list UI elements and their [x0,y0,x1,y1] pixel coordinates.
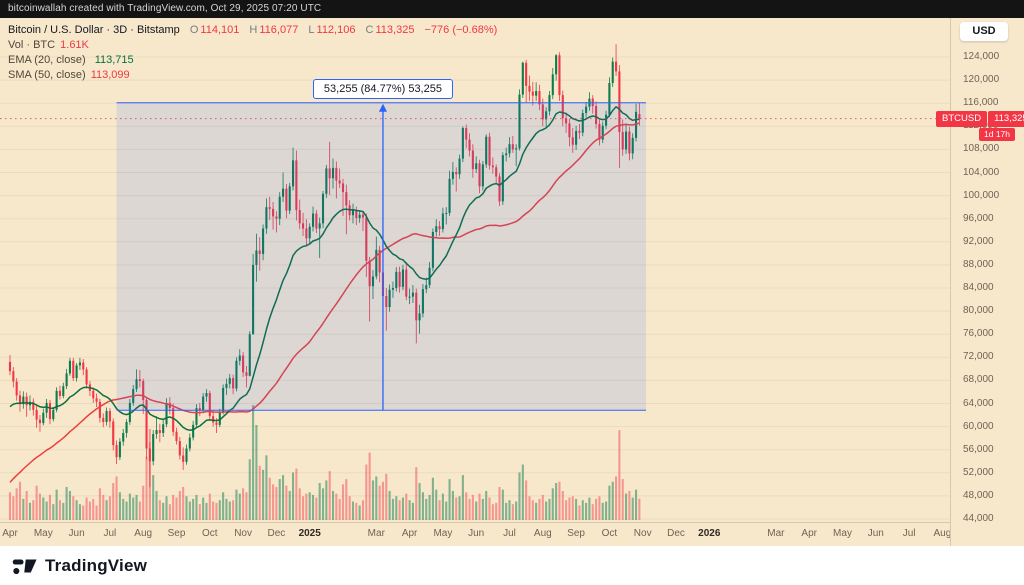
time-axis-month-label: Aug [933,528,952,539]
ema-value: 113,715 [94,54,134,66]
time-axis-month-label: Apr [2,528,18,539]
price-tick-label: 80,000 [963,305,994,317]
time-axis-month-label: Mar [767,528,785,539]
time-axis-month-label: Oct [202,528,218,539]
price-tick-label: 124,000 [963,51,1000,62]
symbol-tag: BTCUSD [936,110,988,127]
price-tick-label: 120,000 [963,74,1000,86]
close-value: 113,325 [375,24,415,36]
time-axis-month-label: May [433,528,453,539]
time-axis-month-label: May [833,528,852,539]
price-tick-label: 96,000 [963,212,994,224]
bar-countdown: 1d 17h [979,127,1015,141]
volume-legend-row[interactable]: Vol · BTC 1.61K [8,38,497,53]
time-axis-month-label: Oct [601,528,618,539]
price-tick-label: 64,000 [963,397,994,409]
attribution-bar: bitcoinwallah created with TradingView.c… [0,0,1024,18]
time-axis-month-label: Jul [503,528,516,539]
price-tick-label: 108,000 [963,143,1000,155]
tradingview-logo[interactable]: TradingView [12,555,147,577]
measure-tool-label[interactable]: 53,255 (84.77%) 53,255 [312,78,453,99]
time-axis-month-label: Aug [134,528,153,539]
open-label: O [189,24,199,36]
low-value: 112,106 [316,24,356,36]
ema-legend-row[interactable]: EMA (20, close) 113,715 [8,53,497,68]
high-label: H [249,24,258,36]
price-tick-label: 60,000 [963,420,994,432]
time-axis[interactable]: Apr May Jun Jul Aug Sep Oct Nov Dec 2025 Mar Apr May… [0,522,952,546]
time-axis-month-label: Nov [234,528,252,539]
price-tick-label: 72,000 [963,351,994,363]
time-axis-month-label: Jul [103,528,117,539]
price-tick-label: 84,000 [963,282,994,293]
high-value: 116,077 [259,24,299,36]
price-tick-label: 44,000 [963,513,994,524]
tradingview-logo-icon [12,559,37,574]
time-axis-month-label: Dec [267,528,286,539]
open-value: 114,101 [200,24,240,36]
change-value: −776 (−0.68%) [424,24,498,36]
time-axis-month-label: Aug [533,528,552,539]
price-tick-label: 116,000 [963,97,999,109]
currency-button[interactable]: USD [960,22,1008,41]
sma-value: 113,099 [90,69,130,81]
time-axis-month-label: Sep [567,528,585,539]
price-tick-label: 76,000 [963,328,994,340]
tradingview-wordmark: TradingView [45,555,148,575]
last-price-badge: BTCUSD 113,325 [936,110,1024,127]
time-axis-month-label: Jun [468,528,485,539]
time-axis-month-label: Apr [401,528,418,539]
last-price-value: 113,325 [988,110,1024,127]
price-tick-label: 88,000 [963,258,994,270]
price-tick-label: 52,000 [963,466,994,478]
price-tick-label: 92,000 [963,235,994,247]
low-label: L [308,24,315,36]
time-axis-month-label: May [33,528,53,539]
time-axis-year-label: 2026 [698,528,721,539]
volume-value: 1.61K [60,39,89,51]
time-axis-month-label: Jun [867,528,884,539]
attribution-text: bitcoinwallah created with TradingView.c… [8,3,322,14]
time-axis-month-label: Jun [68,528,85,539]
footer-bar: TradingView [0,546,1024,585]
time-axis-month-label: Dec [667,528,685,539]
time-axis-month-label: Nov [633,528,652,539]
price-tick-label: 104,000 [963,166,1000,178]
price-scale[interactable]: USD 124,000120,000116,000112,000108,0001… [950,18,1024,546]
price-chart[interactable] [0,18,950,522]
ema-label: EMA (20, close) [8,54,86,66]
volume-label: Vol · BTC [8,39,56,51]
close-label: C [365,24,374,36]
price-tick-label: 100,000 [963,189,1000,201]
time-axis-month-label: Mar [367,528,385,539]
sma-label: SMA (50, close) [8,69,86,81]
time-axis-month-label: Sep [167,528,186,539]
time-axis-year-label: 2025 [298,528,321,539]
symbol-title: Bitcoin / U.S. Dollar · 3D · Bitstamp [8,24,180,36]
time-axis-month-label: Jul [902,528,916,539]
price-tick-label: 68,000 [963,374,994,386]
price-tick-label: 56,000 [963,443,994,455]
time-axis-month-label: Apr [801,528,817,539]
sma-legend-row[interactable]: SMA (50, close) 113,099 [8,68,497,83]
price-tick-label: 48,000 [963,489,994,501]
